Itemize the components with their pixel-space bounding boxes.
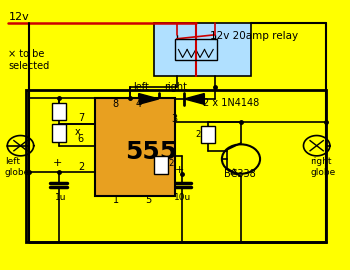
Polygon shape [184,94,204,104]
Bar [95,97,175,197]
Text: +: + [174,165,184,175]
Text: 1: 1 [112,195,119,205]
Text: x: x [74,127,80,137]
Text: 5: 5 [146,195,152,205]
Bar [154,23,251,76]
Text: left: left [133,82,149,92]
Text: 1u: 1u [55,193,67,202]
Text: 6: 6 [78,134,84,144]
Bar [201,126,215,143]
Text: right: right [164,82,188,92]
Bar [154,156,168,174]
Bar [26,90,326,242]
Text: 2k2: 2k2 [159,158,175,168]
Text: +: + [53,158,62,168]
Text: 2: 2 [78,162,84,172]
Text: left
globe: left globe [5,157,30,177]
Text: 3: 3 [172,114,178,124]
Text: 8: 8 [112,99,119,109]
Text: × to be
selected: × to be selected [8,49,50,71]
Text: BC338: BC338 [224,169,256,179]
Text: 555: 555 [125,140,177,164]
Text: 12v: 12v [8,12,29,22]
Text: 10u: 10u [174,193,191,202]
Bar [52,103,66,120]
Polygon shape [139,94,159,104]
Text: 2 x 1N4148: 2 x 1N4148 [203,98,259,108]
Text: 12v 20amp relay: 12v 20amp relay [210,31,298,41]
Text: right
globe: right globe [310,157,336,177]
Bar [52,124,66,142]
Bar [175,39,217,60]
Text: 4: 4 [135,99,141,109]
Text: 1k: 1k [55,110,66,119]
Text: 2k2: 2k2 [196,130,211,140]
Text: 7: 7 [78,113,84,123]
